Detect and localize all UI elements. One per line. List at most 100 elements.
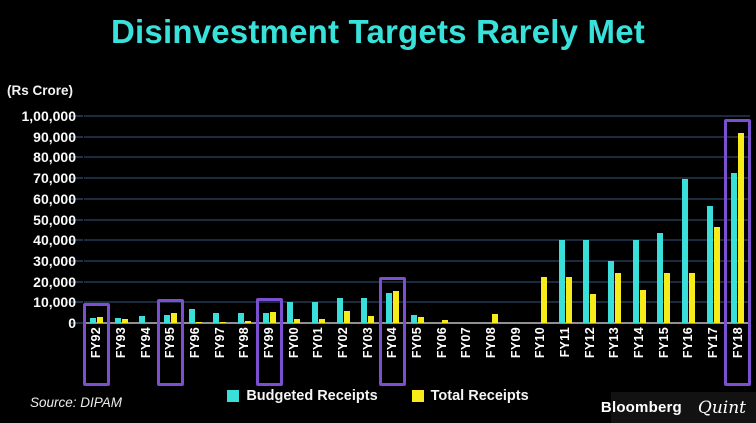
bar-budgeted-fy12 <box>583 240 590 323</box>
bar-budgeted-fy17 <box>706 206 713 323</box>
x-axis-tick-label: FY98 <box>237 327 252 359</box>
bar-total-fy03 <box>368 316 375 323</box>
gridline <box>84 301 750 304</box>
bar-total-fy17 <box>713 227 720 323</box>
x-axis-label-cell: FY01 <box>306 327 331 387</box>
bar-total-fy92 <box>96 317 103 323</box>
bar-group-fy94 <box>133 116 158 323</box>
x-axis-label-cell: FY97 <box>207 327 232 387</box>
legend-swatch-icon <box>411 390 424 402</box>
legend-label: Total Receipts <box>430 388 529 404</box>
x-axis-tick-label: FY17 <box>706 327 721 359</box>
y-axis-unit-label: (Rs Crore) <box>7 83 74 98</box>
y-axis-tick-label: 60,000 <box>33 190 76 207</box>
bar-budgeted-fy02 <box>336 298 343 323</box>
bar-group-fy96 <box>183 116 208 323</box>
x-axis-tick-label: FY97 <box>212 327 227 359</box>
bar-series-container <box>84 116 750 323</box>
bar-budgeted-fy94 <box>139 316 146 323</box>
bar-budgeted-fy01 <box>311 302 318 323</box>
x-axis-label-cell: FY10 <box>528 327 553 387</box>
gridline <box>84 156 750 159</box>
x-axis-tick-label: FY08 <box>484 327 499 359</box>
y-axis-tick-label: 80,000 <box>33 149 76 166</box>
highlight-box-fy04 <box>378 276 406 386</box>
bar-budgeted-fy11 <box>558 240 565 323</box>
bar-group-fy07 <box>454 116 479 323</box>
bar-total-fy18 <box>738 133 745 323</box>
highlight-box-fy18 <box>724 118 752 386</box>
quint-wordmark: Quint <box>697 397 746 418</box>
bar-group-fy99 <box>257 116 282 323</box>
bar-group-fy08 <box>479 116 504 323</box>
bar-group-fy04 <box>380 116 405 323</box>
plot-area <box>84 115 750 324</box>
bar-group-fy14 <box>627 116 652 323</box>
x-axis-label-cell: FY16 <box>676 327 701 387</box>
x-axis-label-cell: FY06 <box>429 327 454 387</box>
x-axis-tick-label: FY00 <box>286 327 301 359</box>
legend-item: Budgeted Receipts <box>227 388 378 404</box>
bar-group-fy11 <box>553 116 578 323</box>
bar-budgeted-fy14 <box>632 240 639 323</box>
bar-budgeted-fy16 <box>681 179 688 323</box>
y-axis-tick <box>70 115 83 117</box>
x-axis-tick-label: FY12 <box>582 327 597 359</box>
x-axis-label-cell: FY08 <box>479 327 504 387</box>
x-axis-label-cell: FY09 <box>503 327 528 387</box>
bar-total-fy02 <box>343 311 350 323</box>
x-axis-tick-label: FY09 <box>508 327 523 359</box>
bar-budgeted-fy96 <box>188 309 195 323</box>
bar-group-fy03 <box>355 116 380 323</box>
legend-label: Budgeted Receipts <box>246 388 378 404</box>
bar-total-fy01 <box>318 319 325 323</box>
bar-group-fy05 <box>405 116 430 323</box>
bar-budgeted-fy03 <box>361 298 368 323</box>
y-axis-tick-label: 40,000 <box>33 232 76 249</box>
x-axis-label-cell: FY03 <box>355 327 380 387</box>
y-axis-tick <box>70 197 83 200</box>
x-axis-tick-label: FY16 <box>681 327 696 359</box>
gridline <box>84 218 750 221</box>
x-axis-tick-label: FY13 <box>607 327 622 359</box>
bar-group-fy01 <box>306 116 331 323</box>
bar-group-fy02 <box>331 116 356 323</box>
y-axis-tick-label: 10,000 <box>33 294 76 311</box>
x-axis-label-cell: FY96 <box>183 327 208 387</box>
bar-group-fy16 <box>676 116 701 323</box>
x-axis-label-cell: FY93 <box>109 327 134 387</box>
gridline <box>84 239 750 242</box>
y-axis-tick <box>70 259 83 262</box>
x-axis-label-cell: FY05 <box>405 327 430 387</box>
highlight-box-fy99 <box>255 297 283 386</box>
bar-total-fy16 <box>688 273 695 323</box>
y-axis-tick <box>70 239 83 242</box>
x-axis-label-cell: FY14 <box>627 327 652 387</box>
y-axis-tick-label: 70,000 <box>33 170 76 187</box>
x-axis-tick-label: FY05 <box>410 327 425 359</box>
bar-total-fy99 <box>269 312 276 323</box>
bar-group-fy15 <box>651 116 676 323</box>
bar-budgeted-fy99 <box>262 313 269 323</box>
bar-total-fy00 <box>294 319 301 323</box>
x-axis-label-cell: FY00 <box>281 327 306 387</box>
gridline <box>84 115 750 118</box>
bar-total-fy98 <box>244 321 251 323</box>
gridline <box>84 197 750 200</box>
x-axis-tick-label: FY02 <box>336 327 351 359</box>
bar-group-fy12 <box>577 116 602 323</box>
x-axis-tick-label: FY01 <box>311 327 326 359</box>
x-axis-tick-label: FY96 <box>188 327 203 359</box>
y-axis-tick-label: 0 <box>68 315 76 331</box>
y-axis-tick-label: 30,000 <box>33 252 76 269</box>
x-axis-label-cell: FY94 <box>133 327 158 387</box>
gridline <box>84 177 750 180</box>
bar-total-fy93 <box>121 319 128 323</box>
bar-group-fy93 <box>109 116 134 323</box>
y-axis-tick <box>70 218 83 221</box>
gridline <box>84 135 750 138</box>
bar-total-fy97 <box>220 322 227 323</box>
bar-budgeted-fy18 <box>731 173 738 323</box>
bar-group-fy00 <box>281 116 306 323</box>
